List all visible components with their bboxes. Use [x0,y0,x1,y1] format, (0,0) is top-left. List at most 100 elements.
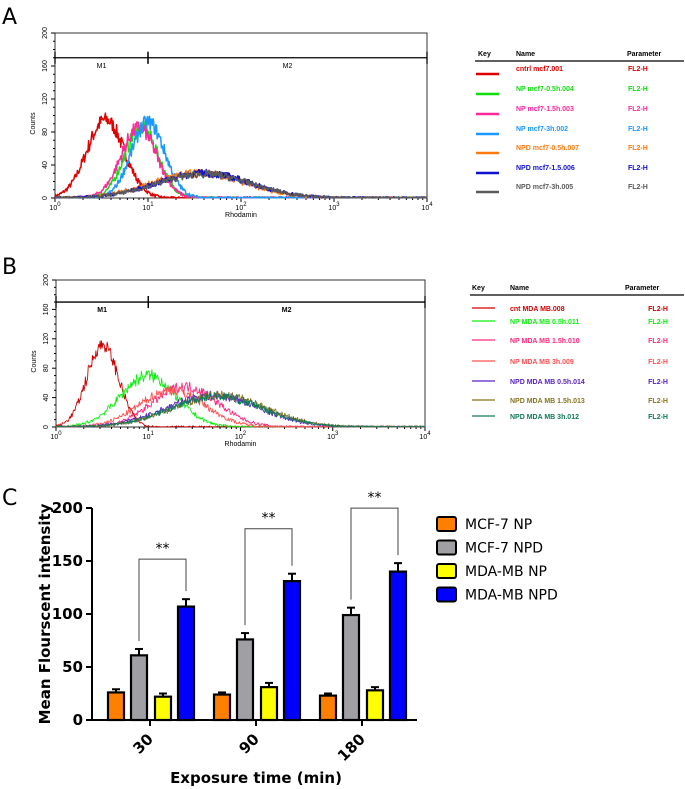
marker-label: M1 [97,63,107,70]
x-tick-label: 101 [142,202,154,212]
legend-header: Name [510,285,529,292]
x-axis-label: Rhodamin [225,212,257,219]
y-axis-label: Counts [31,350,38,373]
bar-mcf-7-np-90 [212,693,232,722]
x-tick-label: 100 [49,202,61,212]
histogram-curve-3 [54,121,428,199]
marker-label: M2 [282,307,292,314]
y-tick-label: 0 [42,196,49,200]
y-tick-label: 80 [43,364,50,372]
bar-mcf-7-npd-90 [235,638,255,722]
legend-label: MDA-MB NP [465,564,547,580]
legend-name: NP mcf7-0.5h.004 [516,86,574,93]
x-tick-label: 101 [143,431,155,441]
legend-header: Parameter [627,51,662,58]
histogram-curve-4 [56,386,426,428]
legend-header: Key [478,51,491,58]
legend-parameter: FL2-H [628,184,648,191]
significance-bracket [138,558,187,641]
y-tick-label: 160 [42,60,49,72]
y-tick-label: 0 [73,711,83,729]
bar-mcf-7-np-180 [318,694,338,722]
panel-label-b: B [2,255,17,280]
legend-name: NPD mcf7-1.5.006 [516,165,575,172]
histogram-curve-4 [54,115,427,199]
bar-mda-mb-np-30 [153,695,173,722]
legend-parameter: FL2-H [628,86,648,93]
y-tick-label: 200 [52,499,83,517]
histogram-curve-2 [54,120,428,199]
panel-label-c: C [2,486,17,511]
bar-mda-mb-np-90 [259,686,279,722]
legend-parameter: FL2-H [648,398,668,405]
legend-name: NP mcf7-3h.002 [516,126,568,133]
histogram-curve-5 [56,390,426,428]
histogram-curve-6 [55,390,425,428]
x-tick-label: 30 [129,730,156,757]
x-axis-label: Exposure time (min) [170,769,342,787]
y-tick-label: 120 [43,333,50,345]
legend-parameter: FL2-H [648,306,668,313]
legend-header: Name [516,51,535,58]
x-tick-label: 103 [327,431,339,441]
bar-mcf-7-npd-180 [341,613,361,722]
histogram-curve-7 [54,169,428,199]
legend-parameter: FL2-H [648,359,668,366]
significance-label: ** [262,511,276,527]
legend-header: Parameter [625,285,660,292]
legend-name: NP MDA MB 0.5h.011 [510,319,579,326]
bar-mcf-7-np-30 [106,691,126,722]
histogram-curve-1 [55,340,425,428]
x-tick-label: 90 [235,730,262,757]
y-tick-label: 100 [52,605,83,623]
legend-swatch [436,539,457,556]
x-axis-label: Rhodamin [225,441,257,448]
significance-label: ** [368,490,382,506]
legend-label: MCF-7 NPD [465,541,543,557]
legend-swatch [436,586,457,603]
bar-mcf-7-npd-30 [129,654,149,722]
legend-name: cntrl mcf7.001 [516,66,563,73]
legend-parameter: FL2-H [628,165,648,172]
legend-name: NP MDA MB 1.5h.010 [510,338,580,345]
y-tick-label: 160 [43,303,50,315]
x-tick-label: 180 [334,730,369,765]
legend-parameter: FL2-H [628,145,648,152]
legend-parameter: FL2-H [628,66,648,73]
legend-b: Key Name Parameter cnt MDA MB.008 FL2-H NP MD… [470,285,684,421]
bar-mda-mb-npd-90 [282,580,302,722]
histogram-a: 0 40 80 120 160 200 Counts 100 101 102 103 104 Rhoda… [30,27,433,219]
legend-label: MCF-7 NP [465,517,532,533]
x-tick-label: 100 [50,431,62,441]
y-tick-label: 120 [42,93,49,105]
bar-mda-mb-npd-180 [388,570,408,722]
legend-name: NP mcf7-1.5h.003 [516,106,574,113]
legend-parameter: FL2-H [628,106,648,113]
y-tick-label: 200 [43,274,50,286]
histogram-curve-7 [56,392,426,428]
legend-name: NPD MDA MB 0.5h.014 [510,379,585,386]
legend-swatch [436,516,457,532]
legend-label: MDA-MB NPD [465,588,558,604]
legend-parameter: FL2-H [628,126,648,133]
histogram-b: 0 40 80 120 160 200 Counts 100 101 102 103 104 Rhoda… [31,274,431,448]
legend-parameter: FL2-H [648,338,668,345]
x-tick-label: 104 [421,202,433,212]
y-tick-label: 40 [43,394,50,402]
y-tick-label: 150 [52,552,83,570]
legend-swatch [436,563,457,579]
legend-name: NP MDA MB 3h.009 [510,359,574,366]
legend-a: Key Name Parameter cntrl mcf7.001 FL2-H NP mc… [475,51,684,194]
y-tick-label: 50 [62,658,83,676]
x-tick-label: 102 [235,431,247,441]
legend-name: NPD MDA MB 1.5h.013 [510,398,585,405]
significance-label: ** [156,541,170,557]
legend-name: NPD mcf7-3h.005 [516,184,573,191]
x-tick-label: 103 [328,202,340,212]
marker-label: M2 [283,63,293,70]
legend-header: Key [472,285,485,292]
y-axis-label: Counts [30,112,37,135]
legend-name: NPD MDA MB 3h.012 [510,414,579,421]
